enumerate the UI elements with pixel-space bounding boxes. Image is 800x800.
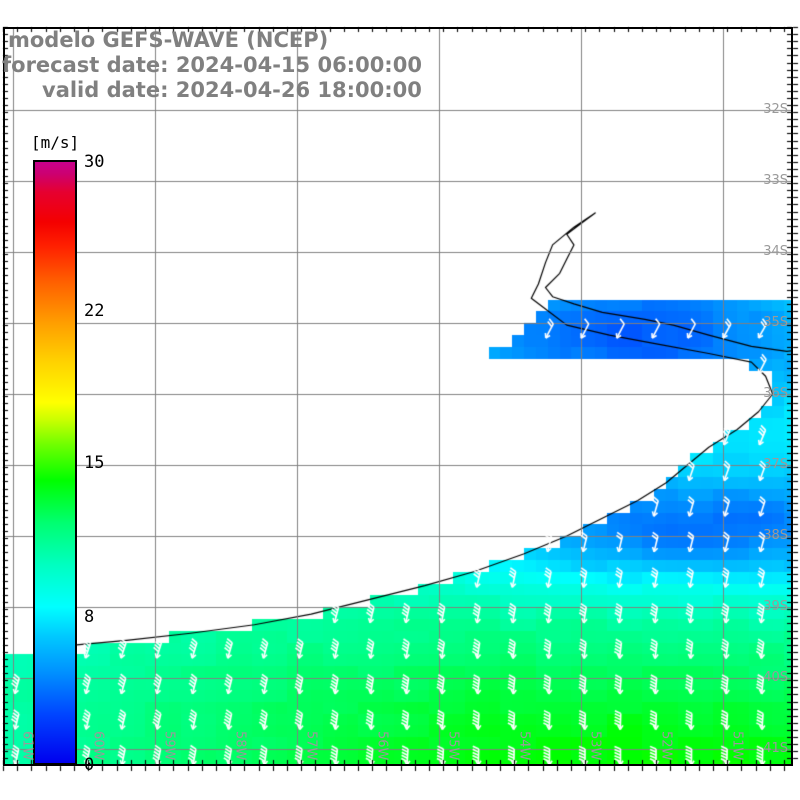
lat-label-38S: 38S (763, 528, 788, 543)
colorbar-tick-8: 8 (84, 607, 95, 627)
lat-label-36S: 36S (763, 386, 788, 401)
title-line-forecast: forecast date: 2024-04-15 06:00:00 (2, 53, 422, 77)
title-line-valid: valid date: 2024-04-26 18:00:00 (42, 78, 422, 102)
lon-label-59W: 59W (161, 730, 177, 760)
lon-label-55W: 55W (445, 730, 461, 760)
lon-label-51W: 51W (729, 730, 745, 760)
lat-label-39S: 39S (763, 599, 788, 614)
lon-label-61W: 61W (19, 730, 35, 760)
wind-barb-icon-layer (3, 27, 793, 765)
colorbar-tick-15: 15 (84, 453, 105, 473)
figure-title: modelo GEFS-WAVE (NCEP) forecast date: 2… (0, 28, 520, 103)
lat-label-37S: 37S (763, 457, 788, 472)
colorbar-tick-0: 0 (84, 755, 95, 775)
lat-label-32S: 32S (763, 102, 788, 117)
colorbar-tick-30: 30 (84, 152, 105, 172)
lon-label-57W: 57W (303, 730, 319, 760)
lon-label-60W: 60W (90, 730, 106, 760)
lat-label-34S: 34S (763, 244, 788, 259)
colorbar-gradient (33, 160, 77, 765)
lat-label-33S: 33S (763, 173, 788, 188)
axis-bottom (3, 764, 793, 766)
lon-label-53W: 53W (587, 730, 603, 760)
colorbar-unit-label: [m/s] (31, 133, 80, 152)
title-line-model: modelo GEFS-WAVE (NCEP) (8, 28, 329, 52)
lon-label-54W: 54W (516, 730, 532, 760)
lon-label-58W: 58W (232, 730, 248, 760)
colorbar-tick-22: 22 (84, 301, 105, 321)
axis-right (791, 27, 793, 766)
lat-label-40S: 40S (763, 670, 788, 685)
axis-left (3, 27, 5, 766)
map-plot-area[interactable] (3, 27, 793, 765)
lat-label-35S: 35S (763, 315, 788, 330)
lon-label-56W: 56W (374, 730, 390, 760)
lat-label-41S: 41S (763, 741, 788, 756)
lon-label-52W: 52W (658, 730, 674, 760)
